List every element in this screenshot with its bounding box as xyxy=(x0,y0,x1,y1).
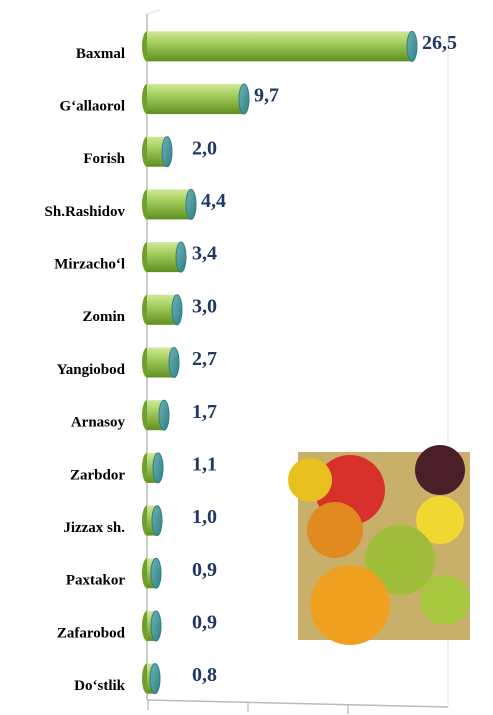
bar-cap xyxy=(185,188,197,220)
bar xyxy=(142,610,162,642)
bar-cap xyxy=(161,136,173,168)
category-label: Sh.Rashidov xyxy=(45,204,126,220)
bar-cap xyxy=(406,30,418,62)
category-label: Yangiobod xyxy=(57,362,126,378)
category-label: Baxmal xyxy=(76,46,125,62)
value-label: 4,4 xyxy=(201,190,226,212)
value-label: 3,0 xyxy=(192,295,217,317)
category-label: Forish xyxy=(83,151,125,167)
value-label: 26,5 xyxy=(422,32,457,54)
value-label: 0,8 xyxy=(192,664,217,686)
bar xyxy=(142,663,161,695)
bar-body xyxy=(147,84,244,115)
bar-cap xyxy=(150,610,162,642)
category-label: Paxtakor xyxy=(66,573,126,589)
value-label: 0,9 xyxy=(192,559,217,581)
category-label: Arnasoy xyxy=(71,415,126,431)
bar-cap xyxy=(158,399,170,431)
bar-cap xyxy=(171,294,183,326)
value-label: 2,0 xyxy=(192,137,217,159)
bar xyxy=(142,399,170,431)
bar xyxy=(142,452,164,484)
bar xyxy=(142,294,183,326)
value-label: 9,7 xyxy=(254,85,279,107)
category-label: Zafarobod xyxy=(57,625,126,641)
bar-body xyxy=(147,136,167,167)
value-label: 1,7 xyxy=(192,401,217,423)
category-label: Zarbdor xyxy=(70,467,125,483)
value-label: 1,0 xyxy=(192,506,217,528)
bar-body xyxy=(147,242,181,273)
category-label: Jizzax sh. xyxy=(63,520,125,536)
category-label: Zomin xyxy=(82,309,125,325)
bar-cap xyxy=(175,241,187,273)
value-label: 0,9 xyxy=(192,612,217,634)
category-label: Mirzacho‘l xyxy=(54,257,125,273)
value-label: 1,1 xyxy=(192,453,217,475)
bar-cap xyxy=(168,347,180,378)
bar-body xyxy=(147,31,412,62)
bar xyxy=(142,557,162,589)
bar-cap xyxy=(238,83,250,115)
bar xyxy=(142,30,418,62)
bar xyxy=(142,241,187,273)
category-label: Do‘stlik xyxy=(74,678,125,694)
bar-cap xyxy=(151,505,163,537)
bar-cap xyxy=(152,452,164,484)
bar-cap xyxy=(150,557,162,589)
value-label: 3,4 xyxy=(192,243,217,265)
bar-cap xyxy=(149,663,161,695)
bar xyxy=(142,83,250,115)
bar xyxy=(142,505,163,537)
fruit-image xyxy=(288,445,470,645)
value-label: 2,7 xyxy=(192,348,217,370)
category-label: G‘allaorol xyxy=(59,98,125,114)
bar xyxy=(142,136,173,168)
bar-body xyxy=(147,189,191,220)
bar xyxy=(142,188,197,220)
bar xyxy=(142,347,180,378)
